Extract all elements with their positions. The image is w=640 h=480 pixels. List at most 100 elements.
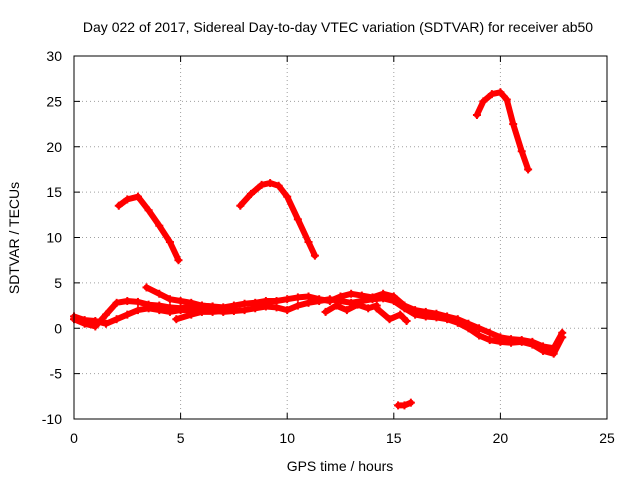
data-point bbox=[187, 310, 196, 319]
data-point bbox=[283, 192, 292, 201]
data-point bbox=[411, 310, 420, 319]
data-point bbox=[80, 316, 89, 325]
y-tick-label: -10 bbox=[42, 411, 62, 427]
data-point bbox=[219, 307, 228, 316]
data-point bbox=[123, 297, 132, 306]
data-point bbox=[558, 333, 567, 342]
data-point bbox=[502, 95, 511, 104]
data-point bbox=[165, 238, 174, 247]
data-point bbox=[112, 315, 121, 324]
data-point bbox=[133, 192, 142, 201]
data-point bbox=[133, 297, 142, 306]
data-point bbox=[174, 256, 183, 265]
data-point bbox=[509, 120, 518, 129]
data-point bbox=[389, 297, 398, 306]
data-point bbox=[293, 301, 302, 310]
data-point bbox=[385, 315, 394, 324]
data-point bbox=[123, 195, 132, 204]
x-tick-label: 20 bbox=[493, 430, 509, 446]
data-point bbox=[528, 340, 537, 349]
data-point bbox=[261, 302, 270, 311]
data-point bbox=[144, 206, 153, 215]
x-tick-label: 5 bbox=[177, 430, 185, 446]
data-point bbox=[342, 306, 351, 315]
series-arc-c bbox=[473, 89, 532, 173]
y-tick-label: 25 bbox=[46, 93, 62, 109]
data-point bbox=[472, 110, 481, 119]
series-layer bbox=[70, 88, 567, 410]
data-point bbox=[197, 307, 206, 316]
data-point bbox=[332, 301, 341, 310]
data-point bbox=[406, 398, 415, 407]
data-point bbox=[487, 90, 496, 99]
data-point bbox=[336, 297, 345, 306]
data-point bbox=[155, 289, 164, 298]
data-point bbox=[293, 293, 302, 302]
data-point bbox=[517, 337, 526, 346]
x-tick-label: 25 bbox=[599, 430, 615, 446]
data-point bbox=[304, 238, 313, 247]
data-point bbox=[479, 97, 488, 106]
data-point bbox=[176, 297, 185, 306]
data-point bbox=[402, 316, 411, 325]
data-point bbox=[400, 401, 409, 410]
data-point bbox=[524, 165, 533, 174]
y-tick-label: 15 bbox=[46, 184, 62, 200]
data-point bbox=[208, 307, 217, 316]
data-point bbox=[229, 307, 238, 316]
data-point bbox=[101, 319, 110, 328]
data-point bbox=[283, 306, 292, 315]
data-point bbox=[475, 331, 484, 340]
x-tick-label: 10 bbox=[279, 430, 295, 446]
data-point bbox=[421, 312, 430, 321]
data-point bbox=[432, 313, 441, 322]
y-tick-label: 0 bbox=[54, 320, 62, 336]
data-point bbox=[321, 307, 330, 316]
data-point bbox=[155, 221, 164, 230]
data-point bbox=[496, 88, 505, 97]
data-point bbox=[485, 336, 494, 345]
data-point bbox=[246, 189, 255, 198]
data-point bbox=[315, 297, 324, 306]
data-point bbox=[464, 324, 473, 333]
data-point bbox=[176, 306, 185, 315]
y-tick-label: 20 bbox=[46, 139, 62, 155]
data-point bbox=[453, 318, 462, 327]
data-point bbox=[155, 306, 164, 315]
data-point bbox=[325, 295, 334, 304]
data-point bbox=[475, 324, 484, 333]
data-point bbox=[304, 298, 313, 307]
y-tick-label: 10 bbox=[46, 230, 62, 246]
data-point bbox=[165, 295, 174, 304]
x-tick-label: 15 bbox=[386, 430, 402, 446]
data-point bbox=[507, 338, 516, 347]
data-point bbox=[112, 298, 121, 307]
data-point bbox=[364, 304, 373, 313]
data-point bbox=[372, 304, 381, 313]
data-point bbox=[272, 303, 281, 312]
data-point bbox=[368, 295, 377, 304]
data-point bbox=[539, 346, 548, 355]
data-point bbox=[347, 289, 356, 298]
data-point bbox=[114, 201, 123, 210]
tick-labels: 0 5 10 15 20 25 -10 -5 0 5 10 15 20 25 30 bbox=[42, 48, 615, 446]
data-point bbox=[257, 180, 266, 189]
data-point bbox=[549, 349, 558, 358]
data-point bbox=[172, 315, 181, 324]
data-point bbox=[240, 306, 249, 315]
x-axis-label: GPS time / hours bbox=[287, 458, 394, 474]
data-point bbox=[144, 304, 153, 313]
data-point bbox=[101, 310, 110, 319]
data-point bbox=[396, 310, 405, 319]
data-point bbox=[400, 304, 409, 313]
data-point bbox=[133, 306, 142, 315]
data-point bbox=[165, 307, 174, 316]
data-point bbox=[293, 215, 302, 224]
data-point bbox=[123, 310, 132, 319]
chart-title: Day 022 of 2017, Sidereal Day-to-day VTE… bbox=[83, 19, 593, 35]
data-point bbox=[485, 328, 494, 337]
data-point bbox=[236, 201, 245, 210]
data-point bbox=[496, 337, 505, 346]
